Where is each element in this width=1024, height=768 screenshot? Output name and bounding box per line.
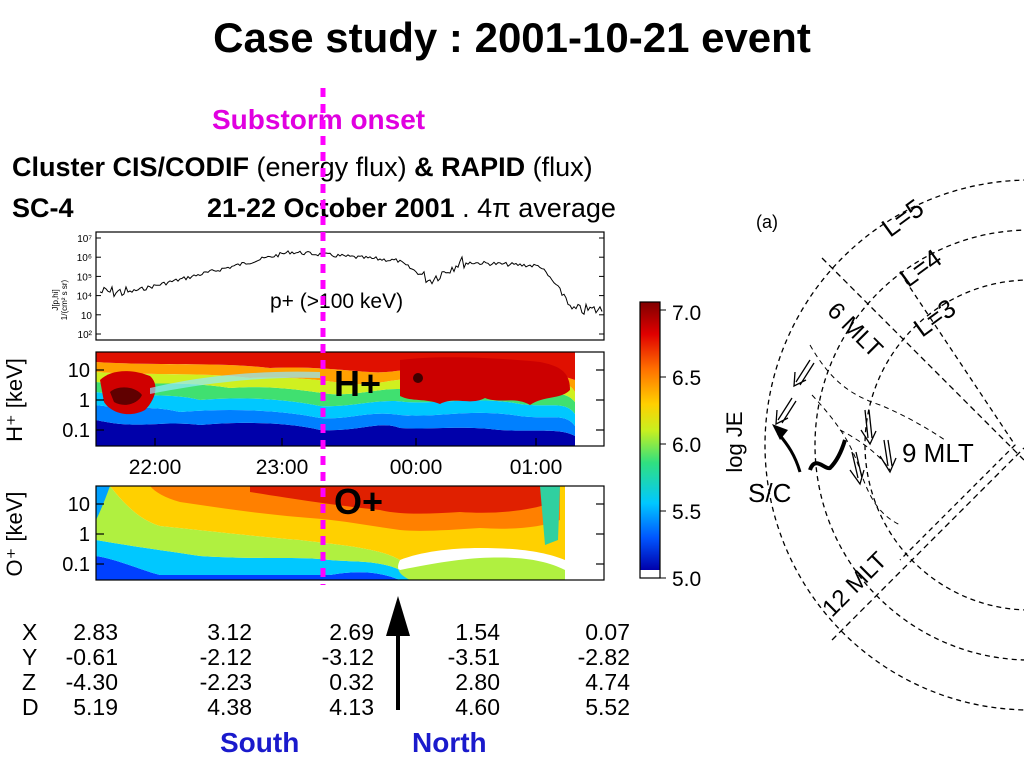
- position-cell: 5.52: [585, 694, 630, 720]
- flux-ytick-label: 10⁴: [77, 292, 92, 303]
- oplus_panel-ytick-label: 0.1: [62, 554, 90, 576]
- colorbar: 7.0 6.5 6.0 5.5 5.0 log JE: [640, 302, 747, 591]
- time-tick-label: 01:00: [510, 456, 563, 479]
- shell-label-l3: L=3: [908, 293, 961, 343]
- oplus-ylabel: O⁺ [keV]: [2, 492, 27, 577]
- position-cell: -2.82: [578, 644, 630, 670]
- position-cell: 1.54: [455, 619, 500, 645]
- flux-ylabel-1: J[p,hi]: [51, 289, 60, 310]
- field-line-1: [810, 345, 945, 440]
- hplus-ylabel: H⁺ [keV]: [2, 358, 27, 442]
- south-label: South: [220, 727, 299, 759]
- flux-ytick-label: 10²: [78, 330, 93, 341]
- position-table: X 2.83 3.12 2.69 1.54 0.07 Y -0.61 -2.12 -3.12 -3.…: [22, 619, 630, 720]
- position-cell: -3.51: [448, 644, 500, 670]
- flux-ytick-label: 10⁵: [77, 272, 92, 283]
- flux-annotation: p+ (>100 keV): [270, 290, 403, 313]
- colorbar-tick-label: 6.5: [672, 367, 701, 390]
- position-cell: 3.12: [207, 619, 252, 645]
- position-cell: 2.69: [329, 619, 374, 645]
- mlt9-label: 9 MLT: [902, 438, 974, 468]
- position-cell: -4.30: [66, 669, 118, 695]
- shell-l5: [765, 180, 1024, 710]
- colorbar-tick-label: 5.5: [672, 501, 701, 524]
- north-label: North: [412, 727, 487, 759]
- drift-arrows: [776, 360, 896, 484]
- position-cell: 4.60: [455, 694, 500, 720]
- spacecraft-label: S/C: [748, 478, 791, 508]
- position-cell: -3.12: [322, 644, 374, 670]
- flux-ytick-label: 10⁳: [81, 311, 93, 322]
- position-row-name: D: [22, 694, 39, 720]
- time-tick-label: 00:00: [390, 456, 443, 479]
- colorbar-ticks: 7.0 6.5 6.0 5.5 5.0: [660, 302, 701, 591]
- position-row-name: Z: [22, 669, 36, 695]
- mlt12-label: 12 MLT: [817, 547, 893, 623]
- position-row-name: X: [22, 619, 37, 645]
- position-cell: 4.13: [329, 694, 374, 720]
- hplus-spectrogram: 10 1 0.1 H⁺ [keV] H+: [2, 352, 604, 446]
- oplus_panel-ytick-label: 10: [68, 494, 90, 516]
- position-cell: 0.07: [585, 619, 630, 645]
- colorbar-tick-label: 5.0: [672, 568, 701, 591]
- flux-panel: 10⁷10⁶10⁵10⁴10⁳10² J[p,hi] 1/(cm² s sr) …: [51, 232, 604, 341]
- orbit-diagram: (a) L=5 L=4 L=3 6 MLT 9 MLT 12 MLT S/C: [748, 180, 1024, 710]
- position-cell: 0.32: [329, 669, 374, 695]
- spacecraft-track-left: [778, 433, 800, 472]
- oplus_panel-ytick-label: 1: [79, 524, 90, 546]
- position-cell: -2.12: [200, 644, 252, 670]
- position-cell: 2.83: [73, 619, 118, 645]
- flux-ytick-label: 10⁷: [77, 234, 92, 245]
- position-cell: 5.19: [73, 694, 118, 720]
- position-cell: 2.80: [455, 669, 500, 695]
- colorbar-white: [640, 570, 660, 578]
- position-cell: -2.23: [200, 669, 252, 695]
- colorbar-label: log JE: [722, 411, 747, 472]
- time-tick-label: 22:00: [129, 456, 182, 479]
- orbit-panel-label: (a): [756, 212, 778, 232]
- position-cell: 4.38: [207, 694, 252, 720]
- north-crossing-arrow: [386, 596, 410, 710]
- colorbar-tick-label: 6.0: [672, 434, 701, 457]
- position-cell: -0.61: [66, 644, 118, 670]
- hplus_panel-ytick-label: 0.1: [62, 420, 90, 442]
- hplus_panel-ytick-label: 1: [79, 390, 90, 412]
- mlt6-boundary: [822, 258, 1024, 460]
- flux-ytick-label: 10⁶: [77, 253, 92, 264]
- mlt12-boundary: [832, 448, 1024, 640]
- shell-label-l5: L=5: [876, 193, 929, 243]
- time-tick-label: 23:00: [256, 456, 309, 479]
- spacecraft-arrowhead: [772, 424, 788, 440]
- hplus-label: H+: [334, 363, 381, 404]
- flux-ylabel-2: 1/(cm² s sr): [60, 279, 69, 320]
- colorbar-gradient: [640, 302, 660, 570]
- position-row-name: Y: [22, 644, 37, 670]
- oplus-label: O+: [334, 481, 383, 522]
- mlt6-label: 6 MLT: [822, 297, 888, 363]
- colorbar-tick-label: 7.0: [672, 302, 701, 325]
- flux-panel-frame: [96, 232, 604, 340]
- oplus-spectrogram: 10 1 0.1 O⁺ [keV] O+: [2, 481, 604, 580]
- position-cell: 4.74: [585, 669, 630, 695]
- hplus_panel-ytick-label: 10: [68, 360, 90, 382]
